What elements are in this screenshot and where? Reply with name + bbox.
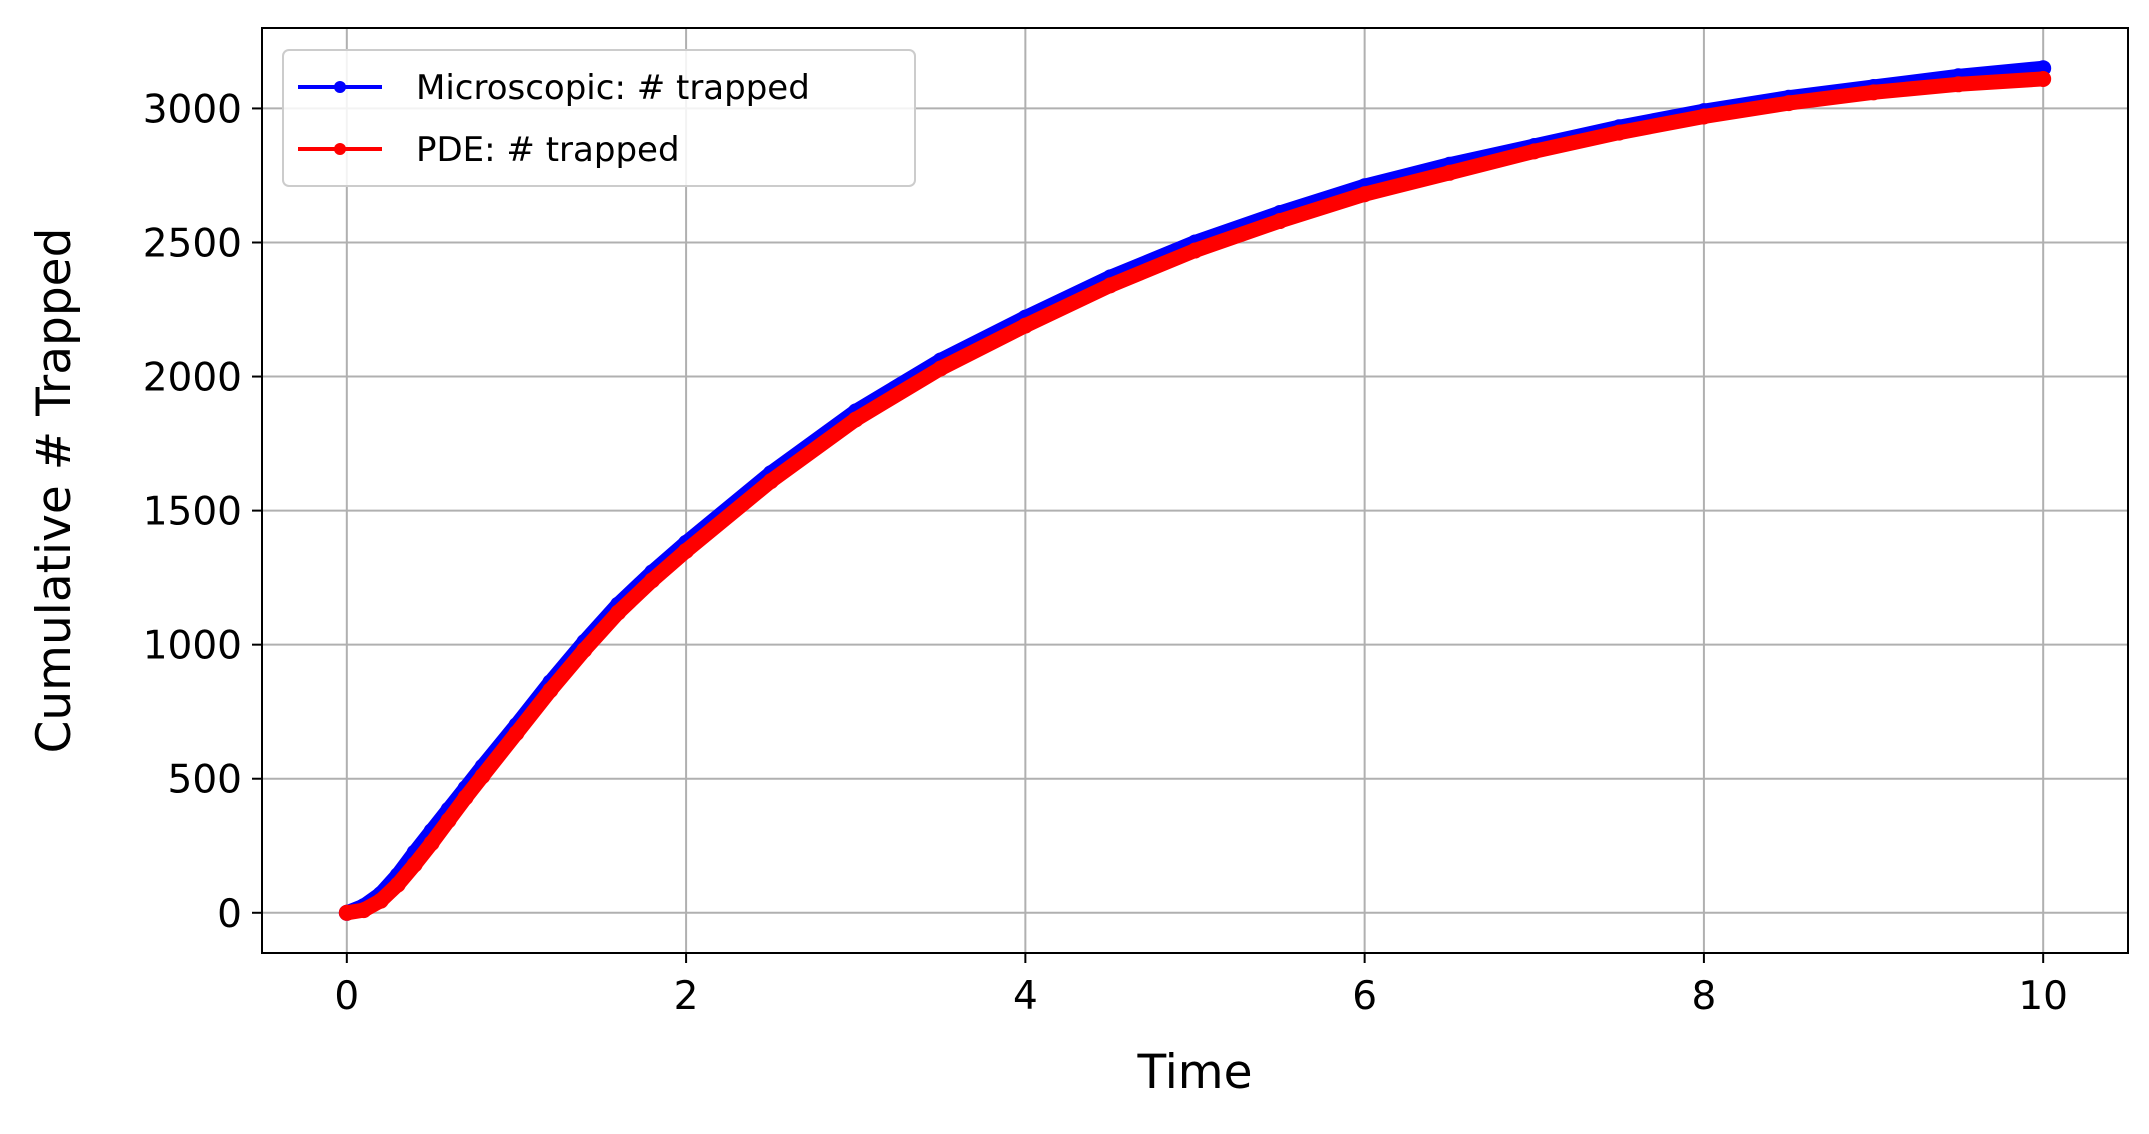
series-point [1526,143,1543,160]
series-point [2035,70,2052,87]
series-point [372,892,389,909]
series-point [457,789,474,806]
series-point [1780,95,1797,112]
series-point [1611,124,1628,141]
legend-label-pde: PDE: # trapped [416,130,680,170]
series-point [1017,317,1034,334]
series-point [406,856,423,873]
series-point [1695,108,1712,125]
plot-series [338,60,2052,921]
legend-label-microscopic: Microscopic: # trapped [416,68,810,108]
series-point [644,572,661,589]
legend-box [282,49,916,187]
plot-frame [261,27,2129,954]
series-point [1950,76,1967,93]
y-tick-label: 1000 [143,624,242,669]
legend-marker-microscopic [334,81,346,93]
y-tick-label: 2500 [143,221,242,266]
series-point [474,768,491,785]
y-axis-label: Cumulative # Trapped [27,228,82,754]
series-point [610,604,627,621]
y-tick-label: 0 [217,892,242,937]
grid [262,28,2128,953]
series-point [1865,84,1882,101]
legend: Microscopic: # trapped PDE: # trapped [282,49,916,187]
axis-ticks: 0 2 4 6 8 10 0 500 1000 1500 2000 2500 3000 [143,87,2068,1019]
series-point [762,473,779,490]
series-point [576,642,593,659]
series-point [1271,213,1288,230]
x-tick-label: 6 [1352,974,1377,1019]
series-point [847,411,864,428]
y-tick-label: 500 [168,758,242,803]
series-point [338,904,355,921]
x-tick-label: 10 [2018,974,2068,1019]
series-point [932,360,949,377]
y-tick-label: 3000 [143,87,242,132]
x-axis-label: Time [1136,1045,1252,1100]
x-tick-label: 2 [674,974,699,1019]
series-point [389,876,406,893]
series-point [440,812,457,829]
legend-marker-pde [334,143,346,155]
series-point [508,725,525,742]
x-tick-label: 0 [334,974,359,1019]
series-point [1441,164,1458,181]
y-tick-label: 2000 [143,356,242,401]
series-point [355,902,372,919]
series-point [542,682,559,699]
x-tick-label: 8 [1691,974,1716,1019]
series-line [339,71,2051,921]
series-point [678,542,695,559]
series-point [1356,186,1373,203]
y-tick-label: 1500 [143,490,242,535]
x-tick-label: 4 [1013,974,1038,1019]
series-point [1102,277,1119,294]
series-point [1187,242,1203,259]
series-point [423,835,440,852]
series-line [339,60,2051,921]
